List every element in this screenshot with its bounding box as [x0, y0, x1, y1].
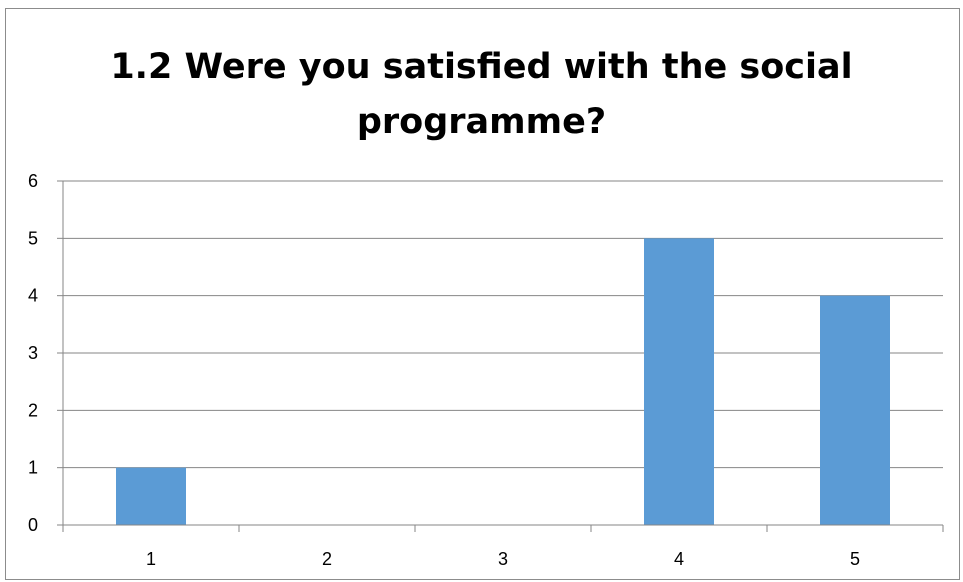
bar-5 — [820, 295, 890, 525]
y-tick-label-2: 2 — [28, 400, 38, 420]
chart-title: 1.2 Were you satisfied with the social p… — [0, 40, 963, 150]
y-tick-label-4: 4 — [28, 286, 38, 306]
chart-title-line-1: 1.2 Were you satisfied with the social — [110, 47, 853, 87]
bar-4 — [644, 238, 714, 526]
bars — [116, 238, 890, 526]
y-tick-label-0: 0 — [28, 515, 38, 535]
x-tick-label-2: 2 — [322, 549, 332, 569]
chart-title-line-2: programme? — [356, 102, 607, 142]
x-tick-label-3: 3 — [498, 549, 508, 569]
bar-1 — [116, 467, 186, 525]
y-tick-label-3: 3 — [28, 343, 38, 363]
tick-labels: 0 1 2 3 4 5 6 1 2 3 4 5 — [28, 171, 860, 569]
y-tick-label-5: 5 — [28, 228, 38, 248]
axes — [57, 180, 944, 532]
x-tick-label-1: 1 — [146, 549, 156, 569]
y-tick-label-6: 6 — [28, 171, 38, 191]
x-tick-label-5: 5 — [850, 549, 860, 569]
gridlines — [63, 180, 943, 469]
x-tick-label-4: 4 — [674, 549, 684, 569]
y-tick-label-1: 1 — [28, 458, 38, 478]
